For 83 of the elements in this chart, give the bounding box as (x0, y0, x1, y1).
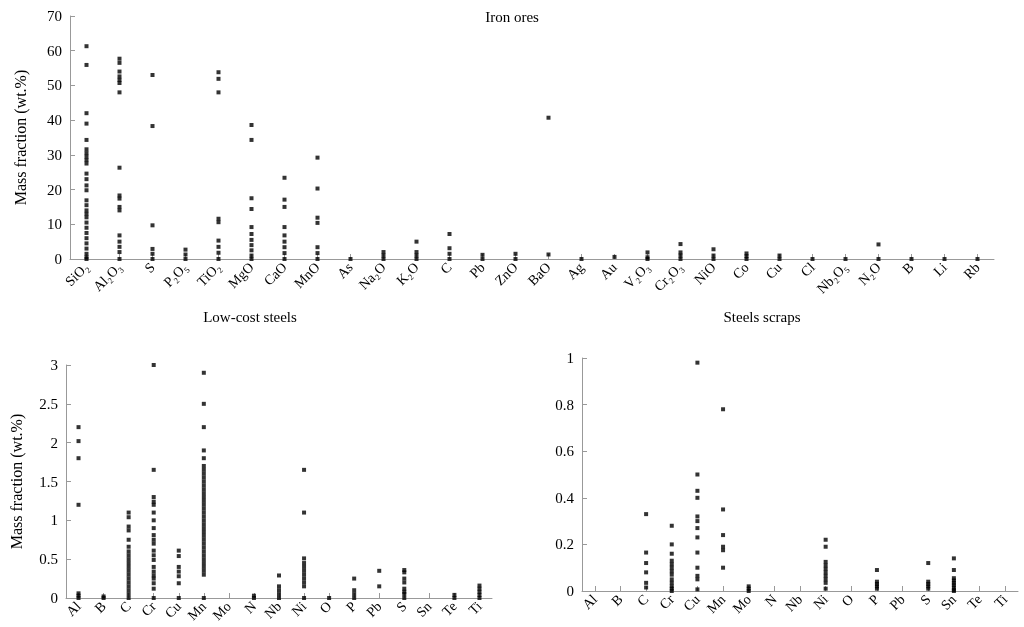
x-tick-label: Mo (729, 591, 755, 617)
x-tick-label: Te (439, 598, 460, 620)
x-tick-label: Sn (413, 598, 435, 620)
x-tick-label: Nb (261, 598, 285, 622)
y-tick-label: 1 (566, 350, 574, 366)
x-tick-label: S (917, 591, 934, 608)
y-tick-label: 0 (54, 251, 62, 267)
y-tick-label: 0 (566, 583, 574, 599)
x-tick-label: Pb (363, 598, 385, 620)
x-tick-label: Mo (209, 598, 235, 624)
x-tick-label: Te (964, 591, 985, 613)
y-axis-title: Mass fraction (wt.%) (7, 413, 26, 550)
x-tick-label: N (761, 591, 780, 610)
x-tick-label: Ti (991, 591, 1011, 611)
y-tick-label: 0.4 (555, 489, 575, 506)
x-tick-label: B (608, 591, 626, 609)
x-tick-label: Au (597, 259, 620, 283)
y-axis-title: Mass fraction (wt.%) (11, 69, 30, 206)
y-tick-label: 2 (50, 434, 58, 451)
chart-title: Steels scraps (723, 308, 801, 325)
x-tick-label: Al (63, 598, 84, 620)
x-tick-label: Cr (656, 591, 678, 613)
x-tick-label: B (899, 259, 917, 277)
x-tick-label: K₂O (393, 259, 422, 289)
x-tick-label: TiO₂ (194, 259, 224, 290)
x-tick-label: Al (579, 591, 601, 613)
x-tick-label: Ti (465, 598, 485, 618)
chart-title: Iron ores (485, 8, 540, 25)
x-tick-label: V₂O₃ (621, 259, 653, 292)
x-tick-label: P₂O₅ (160, 259, 191, 290)
y-tick-label: 1 (50, 512, 58, 529)
y-tick-label: 2.5 (39, 395, 58, 412)
y-tick-label: 30 (47, 146, 62, 163)
x-tick-label: O (316, 598, 335, 617)
x-tick-label: NiO (691, 259, 719, 288)
x-tick-label: Cr (138, 598, 160, 620)
x-tick-label: Ni (288, 598, 310, 620)
y-tick-label: 0.5 (39, 551, 58, 568)
y-tick-label: 0 (50, 590, 58, 606)
x-tick-label: Cu (762, 259, 785, 282)
y-tick-label: 1.5 (39, 473, 58, 490)
x-tick-label: O (838, 591, 857, 610)
x-tick-label: Cu (161, 598, 185, 621)
x-tick-label: N₂O (855, 259, 884, 289)
y-tick-label: 70 (47, 8, 62, 24)
x-tick-label: BaO (525, 259, 554, 289)
x-tick-label: C (634, 591, 652, 609)
x-tick-label: SiO₂ (62, 259, 92, 290)
y-tick-label: 0.6 (555, 443, 575, 460)
x-tick-label: Mn (184, 598, 210, 624)
y-tick-label: 60 (47, 42, 62, 59)
x-tick-label: Nb (782, 591, 806, 615)
x-tick-label: Rb (960, 259, 983, 282)
x-tick-label: Mn (704, 591, 729, 617)
x-tick-label: Cu (680, 591, 703, 614)
x-tick-label: N (241, 598, 260, 617)
x-tick-label: Ni (810, 591, 832, 613)
x-tick-label: Cl (797, 259, 818, 280)
x-tick-label: C (116, 598, 134, 616)
x-tick-label: ZnO (492, 259, 521, 289)
x-tick-label: Sn (938, 591, 960, 613)
x-tick-label: As (334, 259, 356, 282)
x-tick-label: B (91, 598, 109, 616)
x-tick-label: S (141, 259, 158, 276)
x-tick-label: Pb (886, 591, 908, 613)
y-tick-label: 0.2 (555, 536, 574, 553)
x-tick-label: Li (930, 259, 950, 280)
x-tick-label: Cr₂O₃ (651, 259, 686, 295)
y-tick-label: 20 (47, 181, 62, 198)
x-tick-label: P (343, 598, 360, 615)
chart-title: Low-cost steels (203, 308, 298, 325)
x-tick-label: S (393, 598, 410, 615)
x-tick-label: Ag (564, 259, 587, 283)
y-tick-label: 50 (47, 77, 62, 94)
y-tick-label: 40 (47, 112, 62, 129)
y-tick-label: 3 (50, 357, 58, 373)
x-tick-label: P (866, 591, 883, 608)
x-tick-label: Pb (466, 259, 488, 281)
y-tick-label: 0.8 (555, 396, 574, 413)
x-tick-label: Co (729, 259, 752, 282)
x-tick-label: C (437, 259, 455, 277)
y-tick-label: 10 (47, 216, 62, 233)
x-tick-label: CaO (261, 259, 290, 289)
